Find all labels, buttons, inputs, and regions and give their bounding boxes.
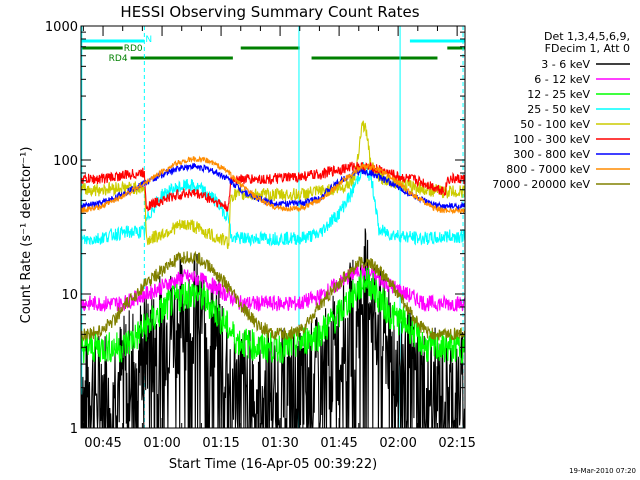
- legend-label-12-25-kev: 12 - 25 keV: [527, 88, 590, 101]
- legend-label-7000-20000-kev: 7000 - 20000 keV: [492, 178, 590, 191]
- y-tick-label: 100: [53, 154, 78, 169]
- legend: Det 1,3,4,5,6,9,FDecim 1, Att 0 3 - 6 keV…: [492, 30, 630, 191]
- series-800-7000-kev: [81, 155, 465, 215]
- segment-label-rd0: RD0: [124, 44, 143, 54]
- x-tick-label: 00:45: [84, 436, 121, 451]
- footer-date: 19-Mar-2010 07:20: [569, 467, 636, 475]
- segment-label-n: N: [145, 35, 152, 45]
- legend-label-300-800-kev: 300 - 800 keV: [513, 148, 590, 161]
- x-tick-label: 02:00: [379, 436, 416, 451]
- legend-header: Det 1,3,4,5,6,9,: [544, 30, 630, 43]
- series-3-6-kev: [81, 228, 465, 428]
- series-7000-20000-kev: [81, 250, 465, 342]
- series-12-25-kev: [81, 266, 465, 365]
- x-tick-label: 02:15: [438, 436, 475, 451]
- legend-label-50-100-kev: 50 - 100 keV: [520, 118, 590, 131]
- x-tick-label: 01:30: [261, 436, 298, 451]
- legend-label-6-12-kev: 6 - 12 keV: [534, 73, 590, 86]
- plot-frame: [80, 25, 466, 429]
- legend-label-25-50-kev: 25 - 50 keV: [527, 103, 590, 116]
- y-axis-label: Count Rate (s⁻¹ detector⁻¹): [19, 147, 34, 324]
- series-25-50-kev: [81, 162, 465, 247]
- series-lines: [81, 120, 465, 428]
- y-axis-ticks: 1 10 100 1000: [45, 20, 465, 437]
- legend-label-800-7000-kev: 800 - 7000 keV: [506, 163, 590, 176]
- series-6-12-kev: [81, 263, 465, 313]
- y-tick-label: 1000: [45, 20, 78, 35]
- y-tick-label: 10: [61, 288, 78, 303]
- legend-label-3-6-kev: 3 - 6 keV: [541, 58, 590, 71]
- segment-label-rd4: RD4: [109, 54, 128, 64]
- chart-title: HESSI Observing Summary Count Rates: [120, 3, 419, 21]
- legend-header: FDecim 1, Att 0: [545, 42, 630, 55]
- x-tick-label: 01:15: [202, 436, 239, 451]
- x-tick-label: 01:45: [320, 436, 357, 451]
- series-300-800-kev: [81, 162, 465, 211]
- y-tick-label: 1: [70, 422, 78, 437]
- legend-label-100-300-kev: 100 - 300 keV: [513, 133, 590, 146]
- x-axis-label: Start Time (16-Apr-05 00:39:22): [169, 457, 377, 472]
- x-tick-label: 01:00: [143, 436, 180, 451]
- x-axis-ticks: 00:45 01:00 01:15 01:30 01:45 02:00 02:15: [82, 26, 476, 451]
